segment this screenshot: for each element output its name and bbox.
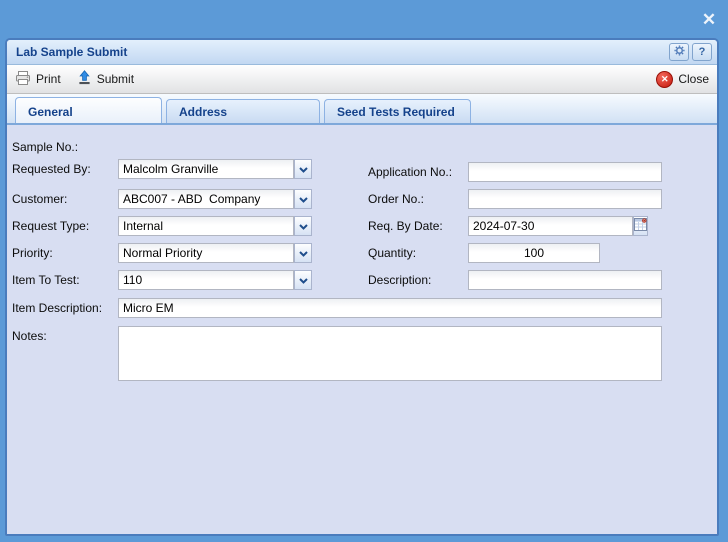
notes-label: Notes: (12, 329, 47, 343)
close-button[interactable]: ✕ Close (656, 70, 709, 88)
chevron-down-icon (298, 192, 308, 206)
request-type-input[interactable] (118, 216, 294, 236)
tab-seed-tests-label: Seed Tests Required (337, 105, 455, 119)
print-label: Print (36, 72, 61, 86)
print-button[interactable]: Print (15, 70, 61, 89)
requested-by-dropdown-trigger[interactable] (294, 159, 312, 179)
req-by-date-label: Req. By Date: (368, 219, 443, 233)
item-description-label: Item Description: (12, 301, 103, 315)
window-title: Lab Sample Submit (16, 45, 128, 59)
close-icon: ✕ (701, 10, 717, 29)
request-type-dropdown-trigger[interactable] (294, 216, 312, 236)
priority-dropdown-trigger[interactable] (294, 243, 312, 263)
tab-general-label: General (28, 105, 73, 119)
priority-label: Priority: (12, 246, 53, 260)
close-circle-icon: ✕ (656, 70, 674, 88)
description-input[interactable] (468, 270, 662, 290)
priority-input[interactable] (118, 243, 294, 263)
order-no-label: Order No.: (368, 192, 425, 206)
help-icon: ? (698, 45, 706, 58)
gear-button[interactable] (669, 43, 689, 61)
order-no-input[interactable] (468, 189, 662, 209)
request-type-combo[interactable] (118, 216, 312, 236)
chevron-down-icon (298, 219, 308, 233)
application-no-label: Application No.: (368, 165, 453, 179)
requested-by-combo[interactable] (118, 159, 312, 179)
tab-seed-tests-required[interactable]: Seed Tests Required (324, 99, 471, 123)
upload-arrow-icon (77, 70, 92, 88)
chevron-down-icon (298, 246, 308, 260)
customer-combo[interactable] (118, 189, 312, 209)
item-to-test-input[interactable] (118, 270, 294, 290)
description-label: Description: (368, 273, 432, 287)
submit-label: Submit (96, 72, 135, 86)
requested-by-input[interactable] (118, 159, 294, 179)
notes-textarea[interactable] (118, 326, 662, 381)
gear-icon (673, 43, 685, 61)
printer-icon (15, 70, 31, 89)
lab-sample-submit-window: Lab Sample Submit ? (5, 38, 719, 536)
customer-label: Customer: (12, 192, 68, 206)
calendar-icon (634, 218, 647, 234)
quantity-label: Quantity: (368, 246, 417, 260)
priority-combo[interactable] (118, 243, 312, 263)
submit-button[interactable]: Submit (77, 70, 134, 88)
requested-by-label: Requested By: (12, 162, 91, 176)
page-close-button[interactable]: ✕ (698, 8, 720, 32)
req-by-date-field[interactable] (468, 216, 648, 236)
req-by-date-input[interactable] (468, 216, 633, 236)
item-description-input[interactable] (118, 298, 662, 318)
tab-address[interactable]: Address (166, 99, 320, 123)
toolbar: Print Submit ✕ Close (7, 65, 717, 94)
close-label: Close (678, 72, 709, 86)
item-to-test-label: Item To Test: (12, 273, 80, 287)
customer-input[interactable] (118, 189, 294, 209)
item-to-test-dropdown-trigger[interactable] (294, 270, 312, 290)
form-body: Sample No.: Requested By: Customer: Requ… (7, 125, 717, 534)
chevron-down-icon (298, 273, 308, 287)
tab-strip: General Address Seed Tests Required (7, 94, 717, 125)
date-picker-trigger[interactable] (633, 216, 648, 236)
window-titlebar: Lab Sample Submit ? (7, 40, 717, 65)
sample-no-label: Sample No.: (12, 140, 79, 154)
item-to-test-combo[interactable] (118, 270, 312, 290)
customer-dropdown-trigger[interactable] (294, 189, 312, 209)
tab-address-label: Address (179, 105, 228, 119)
tab-general[interactable]: General (15, 97, 162, 123)
request-type-label: Request Type: (12, 219, 90, 233)
help-button[interactable]: ? (692, 43, 712, 61)
application-no-input[interactable] (468, 162, 662, 182)
quantity-input[interactable] (468, 243, 600, 263)
chevron-down-icon (298, 162, 308, 176)
